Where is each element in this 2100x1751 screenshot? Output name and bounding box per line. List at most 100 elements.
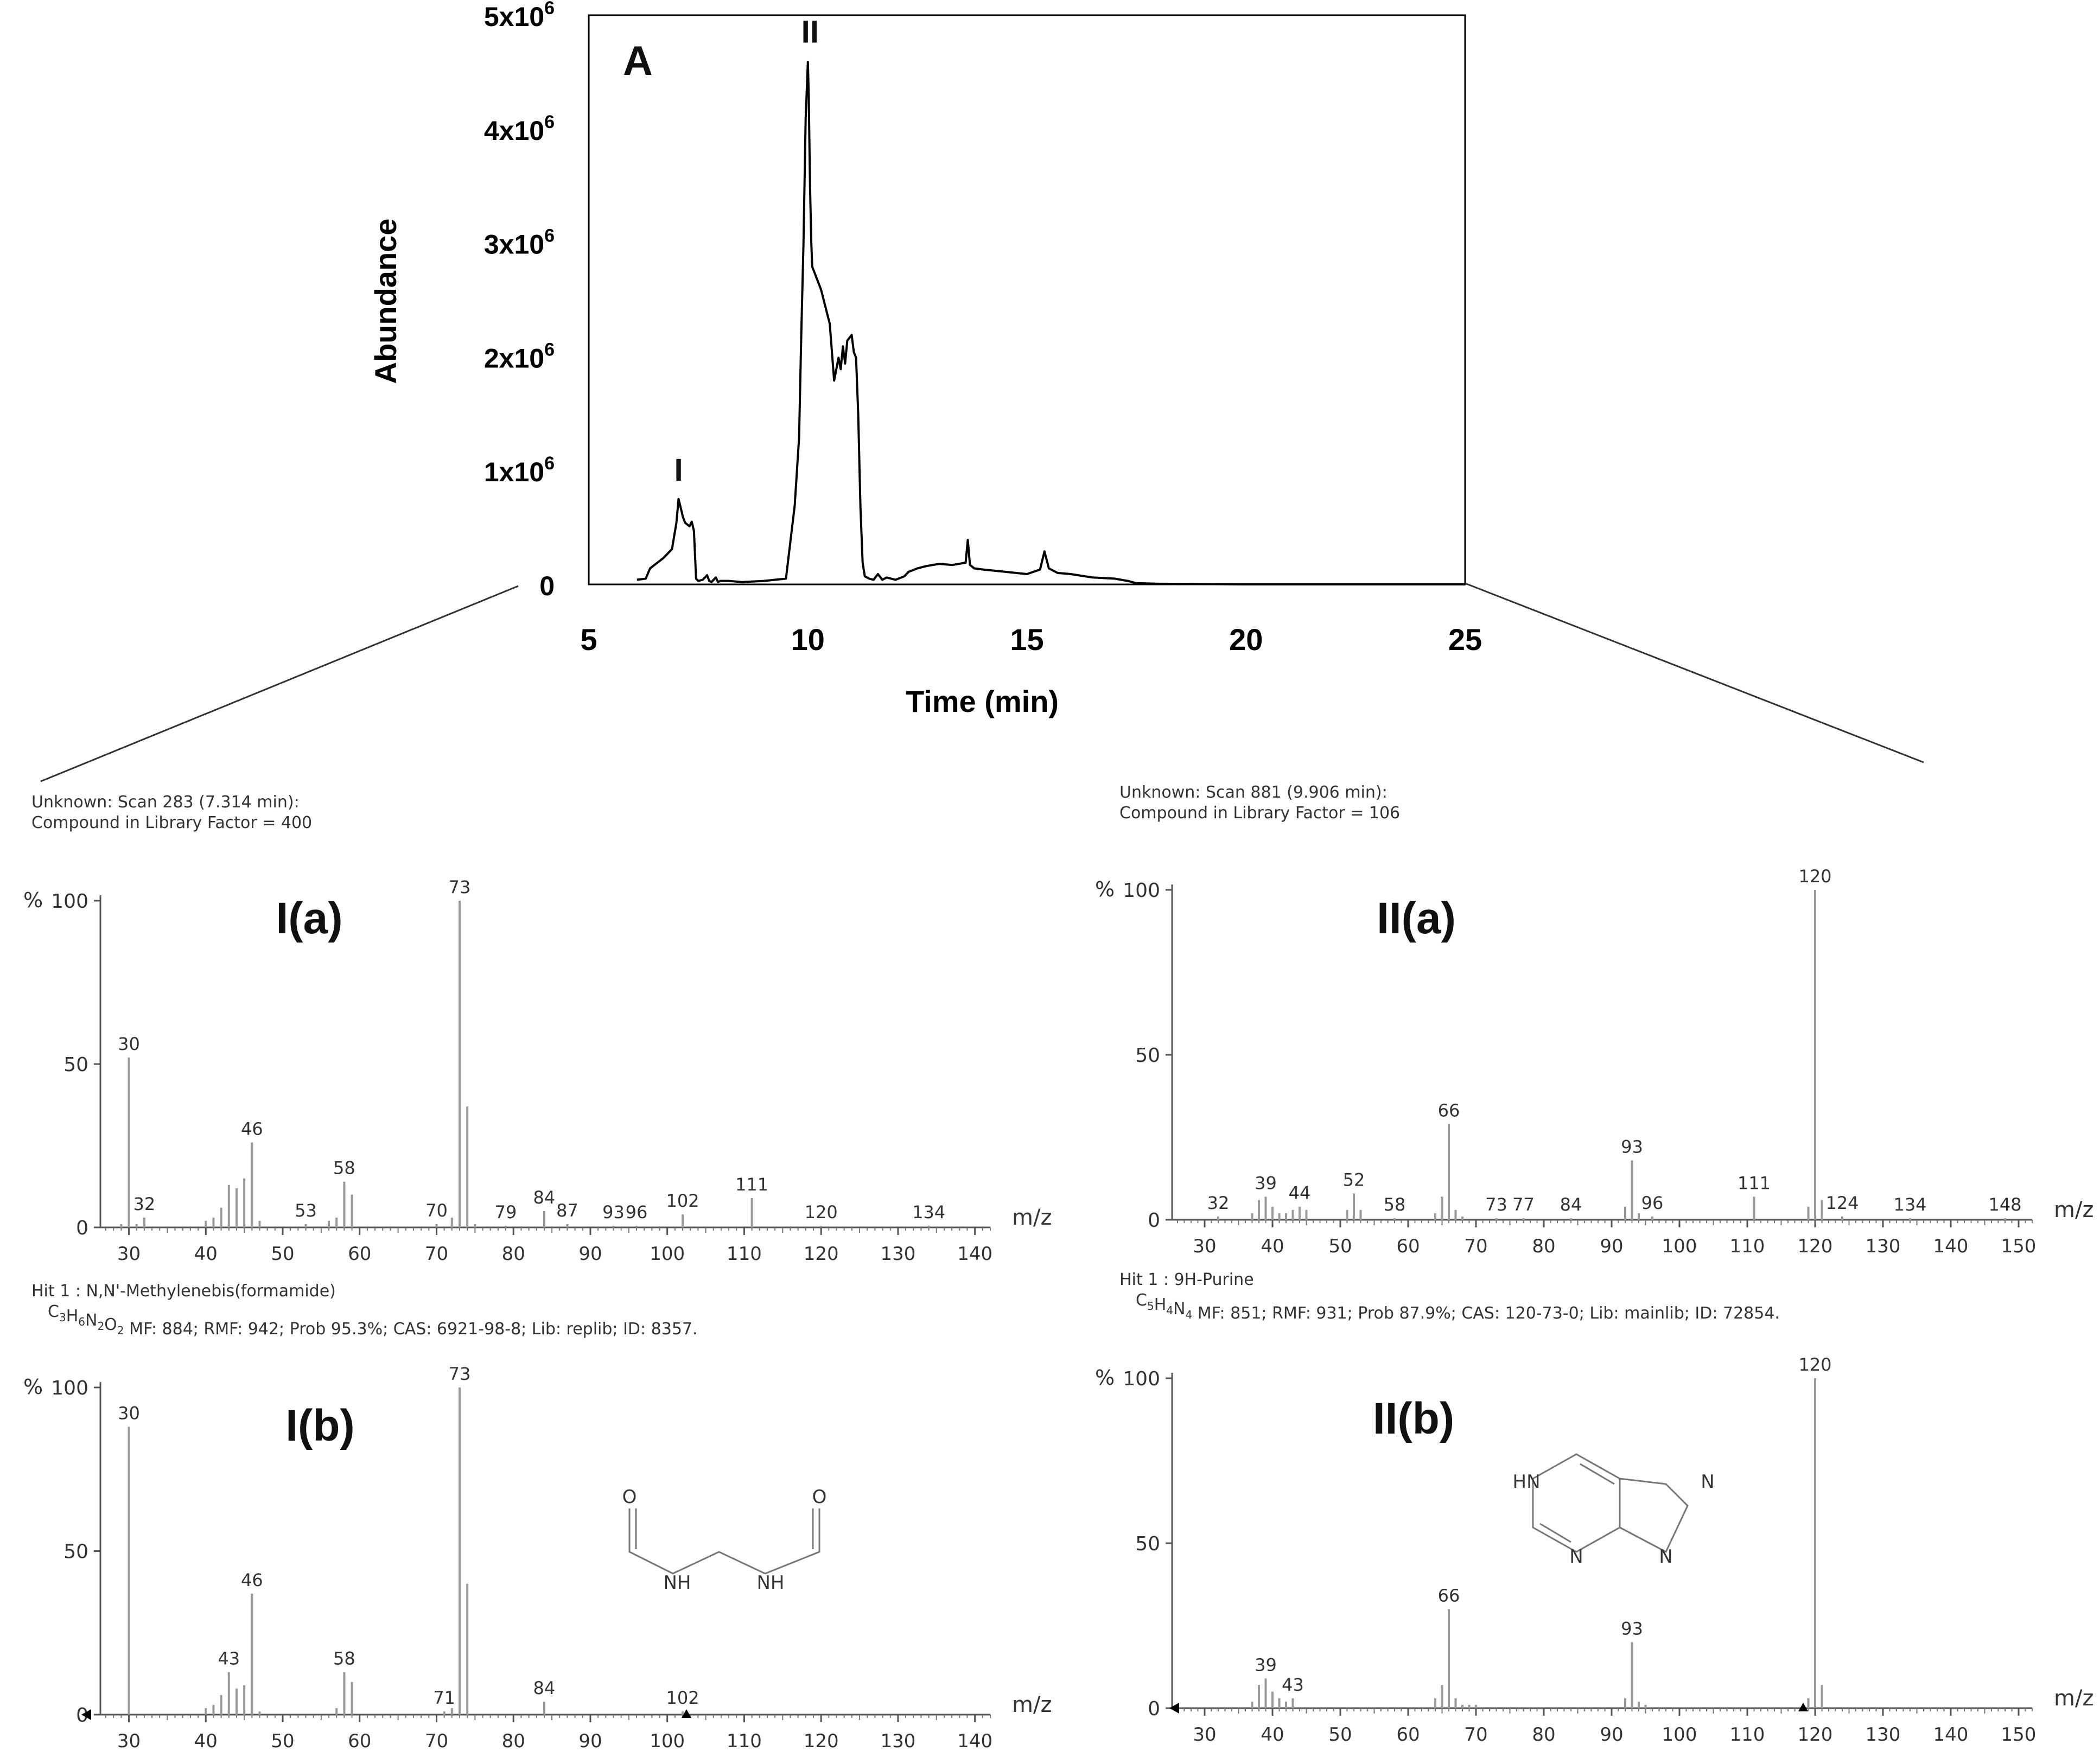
spectrum-x-tick-label: 150: [2001, 1724, 2037, 1746]
spectrum-x-tick-label: 50: [1328, 1724, 1352, 1746]
spectrum-peak-label: 39: [1255, 1173, 1277, 1193]
spectrum-x-tick-label: 120: [804, 1730, 839, 1751]
zoom-connector-line-right: [1465, 582, 1924, 763]
spectrum-x-tick-label: 90: [578, 1730, 602, 1751]
spectrum-peak-label: 93: [1621, 1137, 1643, 1157]
spectrum-x-tick-label: 70: [1464, 1724, 1487, 1746]
structure-bonds: [628, 1508, 820, 1575]
spectrum-y-tick-label: 100: [51, 890, 88, 913]
spectrum-panel-ms-IIb: Hit 1 : 9H-Purine C5H4N4 MF: 851; RMF: 93…: [1095, 1270, 2093, 1746]
spectrum-peak-label: 73: [1485, 1194, 1507, 1215]
spectrum-peak-label: 120: [1798, 866, 1831, 887]
spectrum-x-tick-label: 40: [194, 1243, 218, 1265]
spectrum-x-tick-label: 130: [880, 1243, 915, 1265]
spectrum-peak-label: 87: [556, 1200, 578, 1221]
chromatogram-y-tick-label: 3x106: [484, 226, 555, 260]
chromatogram-plot-frame: [588, 14, 1466, 585]
spectrum-peak-label: 134: [1893, 1194, 1926, 1215]
spectrum-x-axis-title: m/z: [2054, 1198, 2093, 1222]
spectrum-peak-label: 73: [449, 877, 471, 897]
spectrum-panel-ms-Ia: Unknown: Scan 283 (7.314 min):Compound i…: [23, 793, 1052, 1265]
spectrum-y-tick-label: 100: [1123, 1368, 1160, 1390]
spectrum-y-tick-label: 0: [1148, 1209, 1160, 1232]
spectrum-x-tick-label: 50: [271, 1730, 294, 1751]
spectrum-x-tick-label: 70: [425, 1730, 448, 1751]
spectrum-x-tick-label: 30: [117, 1730, 141, 1751]
chromatogram-x-tick-label: 25: [1448, 622, 1482, 657]
chromatogram-peak-label: II: [801, 14, 819, 49]
chromatogram-peak-label: I: [674, 453, 683, 488]
structure-methylenebis-formamide: [628, 1508, 820, 1575]
spectrum-y-tick-label: 0: [76, 1704, 88, 1727]
spectrum-peak-label: 71: [433, 1688, 455, 1708]
spectrum-panel-ms-Ib: Hit 1 : N,N'-Methylenebis(formamide)C3H6…: [23, 1282, 1052, 1751]
spectrum-y-unit-label: %: [23, 888, 43, 912]
spectrum-x-tick-label: 80: [1532, 1724, 1555, 1746]
structure-atom-label: HN: [1513, 1471, 1541, 1493]
spectrum-panel-label: I(b): [285, 1401, 354, 1450]
structure-atom-label: N: [1659, 1546, 1672, 1568]
spectrum-y-tick-label: 50: [63, 1054, 88, 1076]
spectrum-y-tick-label: 100: [1123, 880, 1160, 902]
spectrum-x-tick-label: 110: [1730, 1236, 1765, 1257]
spectrum-peak-label: 102: [666, 1688, 699, 1708]
spectrum-panel-label: II(a): [1377, 894, 1456, 943]
chromatogram-y-axis-title: Abundance: [368, 219, 403, 384]
spectrum-x-tick-label: 140: [957, 1243, 992, 1265]
spectrum-x-tick-label: 130: [880, 1730, 915, 1751]
spectrum-peak-label: 111: [1738, 1173, 1771, 1193]
spectrum-peak-label: 58: [333, 1648, 355, 1669]
spectrum-x-tick-label: 120: [1798, 1724, 1833, 1746]
spectrum-y-tick-label: 0: [1148, 1698, 1160, 1720]
scroll-position-marker-icon: [682, 1709, 691, 1718]
structure-atom-label: NH: [664, 1572, 691, 1594]
spectrum-peak-label: 43: [1282, 1674, 1304, 1695]
spectrum-peak-label: 102: [666, 1190, 699, 1211]
spectrum-peak-label: 44: [1289, 1183, 1311, 1204]
spectrum-x-tick-label: 150: [2001, 1236, 2037, 1257]
spectrum-x-tick-label: 130: [1866, 1236, 1901, 1257]
spectrum-header-line: Unknown: Scan 283 (7.314 min):: [31, 793, 300, 812]
scroll-position-marker-icon: [1798, 1703, 1808, 1711]
spectrum-peak-label: 46: [241, 1118, 263, 1139]
spectrum-peak-label: 66: [1438, 1586, 1460, 1606]
spectrum-x-tick-label: 40: [1261, 1236, 1284, 1257]
spectrum-y-tick-label: 50: [1135, 1533, 1160, 1555]
chromatogram-x-tick-label: 20: [1229, 622, 1263, 657]
spectrum-peak-label: 30: [118, 1034, 140, 1054]
spectrum-x-tick-label: 80: [502, 1730, 525, 1751]
chromatogram-x-tick-label: 15: [1010, 622, 1043, 657]
scroll-left-marker-icon: [81, 1709, 91, 1720]
spectrum-y-tick-label: 50: [63, 1541, 88, 1563]
structure-bonds: [1532, 1453, 1621, 1553]
spectrum-x-tick-label: 60: [1396, 1724, 1420, 1746]
spectrum-x-axis-title: m/z: [1012, 1692, 1052, 1717]
chromatogram-trace: [637, 60, 1465, 585]
chromatogram-y-tick-label: 4x106: [484, 112, 555, 146]
spectrum-panel-label: II(b): [1373, 1394, 1454, 1443]
scroll-left-marker-icon: [1169, 1703, 1179, 1714]
spectrum-peak-label: 111: [735, 1174, 768, 1195]
spectrum-x-tick-label: 30: [1193, 1236, 1216, 1257]
spectrum-peak-label: 96: [626, 1202, 648, 1222]
spectrum-x-tick-label: 60: [348, 1243, 371, 1265]
chromatogram-y-tick-label: 0: [539, 571, 555, 601]
spectrum-x-tick-label: 120: [1798, 1236, 1833, 1257]
spectrum-peak-label: 58: [1384, 1194, 1406, 1215]
spectrum-x-tick-label: 140: [1933, 1724, 1969, 1746]
spectrum-peak-label: 84: [533, 1678, 556, 1698]
structure-double-bond: [1580, 1463, 1615, 1485]
spectrum-peak-label: 52: [1343, 1169, 1365, 1190]
spectrum-x-tick-label: 70: [1464, 1236, 1487, 1257]
spectrum-peak-label: 120: [1798, 1354, 1831, 1375]
spectrum-peak-label: 93: [1621, 1618, 1643, 1639]
spectrum-x-tick-label: 110: [727, 1730, 762, 1751]
structure-double-bond: [1539, 1523, 1571, 1543]
spectrum-x-tick-label: 40: [1261, 1724, 1284, 1746]
spectrum-x-axis-title: m/z: [2054, 1686, 2093, 1711]
structure-atom-label: N: [1569, 1546, 1583, 1568]
spectrum-y-unit-label: %: [23, 1375, 43, 1399]
spectrum-peak-label: 124: [1825, 1193, 1859, 1213]
